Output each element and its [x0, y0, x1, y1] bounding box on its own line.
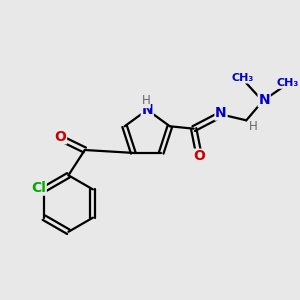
Text: O: O	[54, 130, 66, 144]
Text: CH₃: CH₃	[232, 73, 254, 83]
Text: CH₃: CH₃	[276, 78, 298, 88]
Text: N: N	[141, 103, 153, 117]
Text: H: H	[141, 94, 150, 107]
Text: Cl: Cl	[31, 181, 46, 195]
Text: O: O	[194, 149, 206, 163]
Text: N: N	[258, 92, 270, 106]
Text: N: N	[215, 106, 227, 120]
Text: H: H	[248, 120, 257, 134]
